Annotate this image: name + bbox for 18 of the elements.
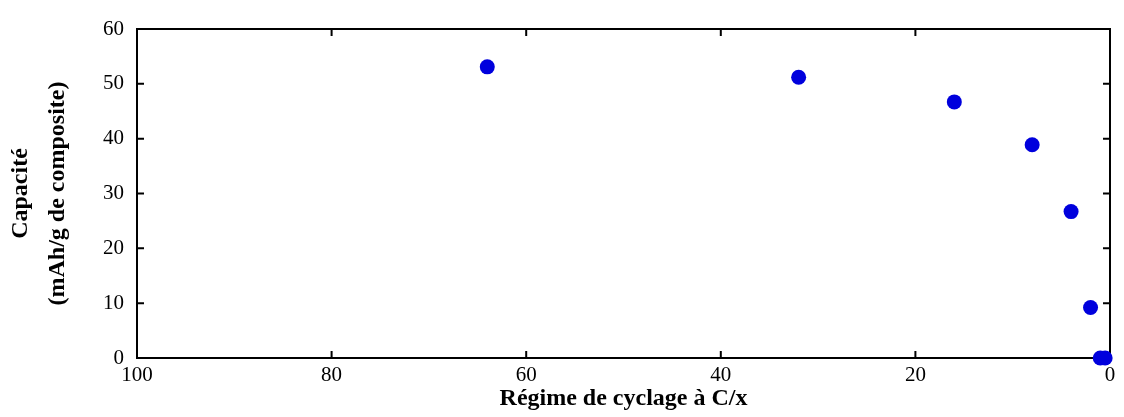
x-tick-label: 80 — [321, 362, 343, 387]
point — [1083, 300, 1099, 316]
y-tick-label: 30 — [103, 180, 124, 205]
point — [946, 94, 962, 110]
y-tick-label: 60 — [103, 15, 124, 40]
x-tick-label: 20 — [904, 362, 926, 387]
y-tick-label: 50 — [103, 70, 124, 95]
y-tick-label: 40 — [103, 125, 124, 150]
point — [479, 59, 495, 75]
x-tick-label: 0 — [1104, 362, 1116, 387]
point — [1063, 204, 1079, 220]
point — [1024, 137, 1040, 153]
y-axis-title: Capacité (mAh/g de composite) — [5, 81, 69, 306]
y-tick-label: 10 — [103, 289, 124, 314]
point — [791, 69, 807, 85]
y-tick-label: 20 — [103, 234, 124, 259]
y-tick-label: 0 — [113, 344, 124, 369]
x-tick-label: 100 — [121, 362, 153, 387]
